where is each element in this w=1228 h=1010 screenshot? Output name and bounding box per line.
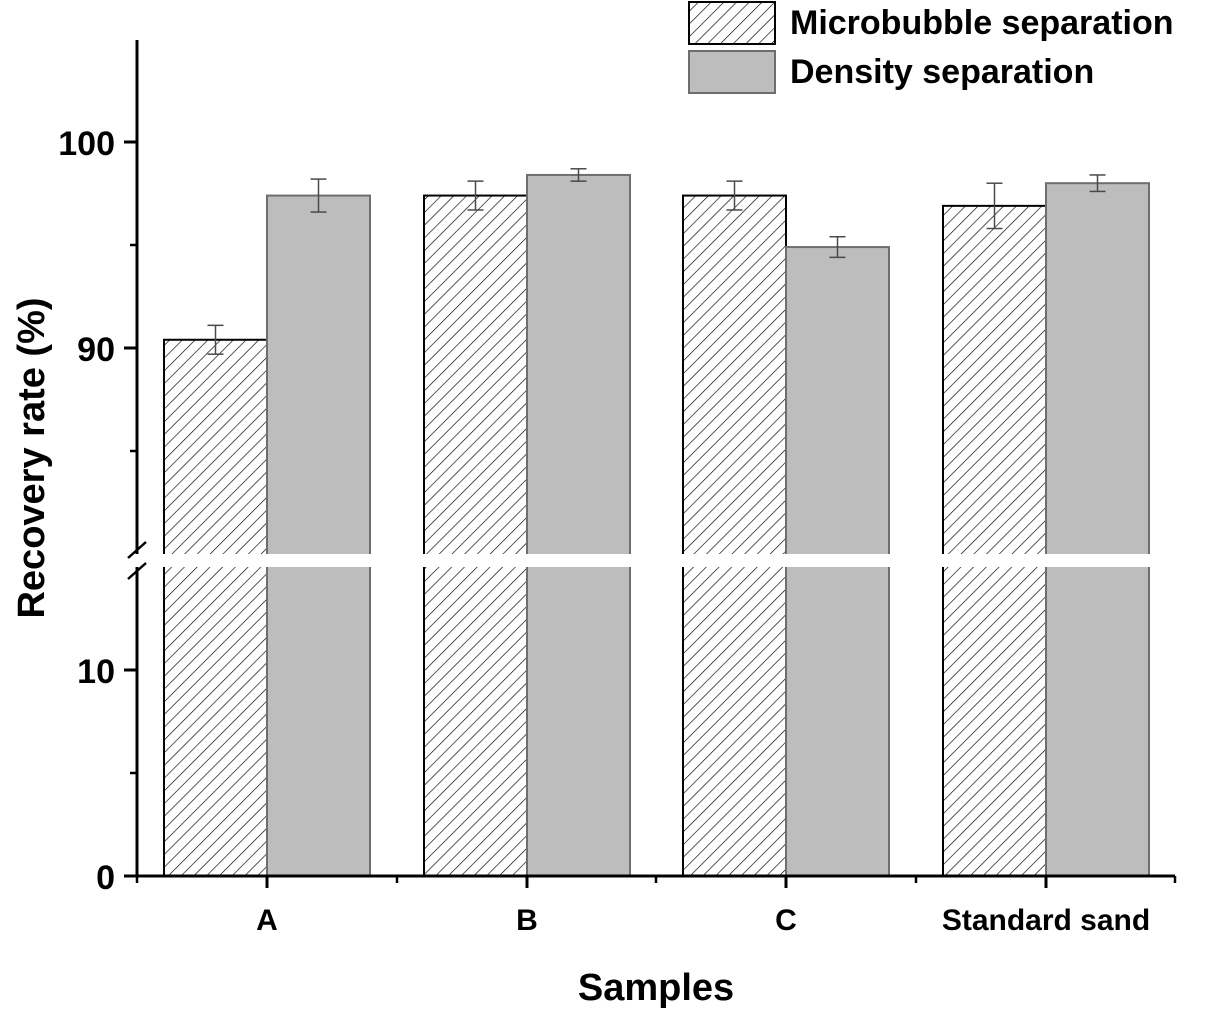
x-tick-label: A (256, 904, 278, 937)
error-bar-1-2 (829, 236, 846, 259)
bar-density-1 (526, 173, 631, 877)
legend-swatch-density (688, 50, 776, 94)
legend-label-microbubble: Microbubble separation (790, 4, 1174, 42)
axes: 0 10 90 100 A B C Standard sand (58, 40, 1177, 937)
axis-break-gap (110, 554, 1200, 567)
error-bar-1-3 (1089, 174, 1106, 193)
error-bar-0-2 (726, 180, 743, 211)
bar-density-3 (1045, 182, 1150, 877)
y-axis-title: Recovery rate (%) (11, 297, 53, 618)
legend-swatch-microbubble (688, 1, 776, 45)
x-tick-label: B (516, 904, 538, 937)
y-tick-label: 10 (77, 653, 115, 691)
error-bar-1-1 (570, 168, 587, 182)
legend: Microbubble separation Density separation (688, 1, 1174, 94)
y-tick-label: 0 (96, 859, 115, 897)
y-tick-label: 90 (77, 331, 115, 369)
bar-microbubble-0 (163, 338, 268, 877)
error-bar-1-0 (310, 178, 327, 213)
bar-microbubble-1 (423, 194, 528, 877)
bars-layer (163, 173, 1150, 878)
x-tick-label: C (775, 904, 797, 937)
error-bar-0-0 (207, 324, 224, 355)
bar-density-0 (266, 194, 371, 877)
error-bar-0-3 (986, 182, 1003, 230)
error-bar-0-1 (467, 180, 484, 211)
x-tick-label: Standard sand (942, 904, 1150, 937)
legend-label-density: Density separation (790, 53, 1094, 91)
x-axis-title: Samples (578, 967, 734, 1009)
bar-microbubble-2 (682, 194, 787, 877)
error-bars-layer (207, 168, 1106, 355)
y-tick-label: 100 (58, 125, 115, 163)
bar-microbubble-3 (942, 204, 1047, 878)
